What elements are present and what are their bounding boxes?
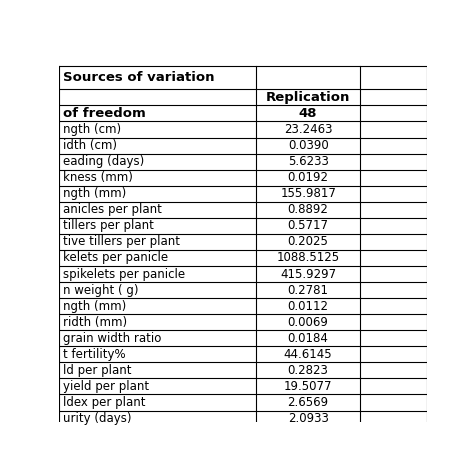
Text: ngth (mm): ngth (mm) xyxy=(63,300,126,313)
Text: 2.6569: 2.6569 xyxy=(288,396,328,409)
Text: t fertility%: t fertility% xyxy=(63,348,126,361)
Text: 2.0933: 2.0933 xyxy=(288,412,328,425)
Text: spikelets per panicle: spikelets per panicle xyxy=(63,267,185,281)
Text: 0.5717: 0.5717 xyxy=(288,219,328,232)
Text: 0.0069: 0.0069 xyxy=(288,316,328,329)
Text: 5.6233: 5.6233 xyxy=(288,155,328,168)
Text: 0.2823: 0.2823 xyxy=(288,364,328,377)
Text: urity (days): urity (days) xyxy=(63,412,131,425)
Text: 415.9297: 415.9297 xyxy=(280,267,336,281)
Text: kness (mm): kness (mm) xyxy=(63,171,133,184)
Text: yield per plant: yield per plant xyxy=(63,380,149,393)
Text: Sources of variation: Sources of variation xyxy=(63,71,214,84)
Text: Replication: Replication xyxy=(266,91,350,104)
Text: 0.2781: 0.2781 xyxy=(288,283,328,297)
Text: tive tillers per plant: tive tillers per plant xyxy=(63,236,180,248)
Text: 0.0192: 0.0192 xyxy=(288,171,328,184)
Text: 0.0390: 0.0390 xyxy=(288,139,328,152)
Text: idth (cm): idth (cm) xyxy=(63,139,117,152)
Text: 0.0112: 0.0112 xyxy=(288,300,328,313)
Text: ridth (mm): ridth (mm) xyxy=(63,316,127,329)
Text: of freedom: of freedom xyxy=(63,107,146,120)
Text: grain width ratio: grain width ratio xyxy=(63,332,161,345)
Text: anicles per plant: anicles per plant xyxy=(63,203,162,216)
Text: 0.2025: 0.2025 xyxy=(288,236,328,248)
Text: ld per plant: ld per plant xyxy=(63,364,131,377)
Text: ldex per plant: ldex per plant xyxy=(63,396,146,409)
Text: ngth (cm): ngth (cm) xyxy=(63,123,121,136)
Text: 0.8892: 0.8892 xyxy=(288,203,328,216)
Text: tillers per plant: tillers per plant xyxy=(63,219,154,232)
Text: 0.0184: 0.0184 xyxy=(288,332,328,345)
Text: ngth (mm): ngth (mm) xyxy=(63,187,126,200)
Text: eading (days): eading (days) xyxy=(63,155,144,168)
Text: 48: 48 xyxy=(299,107,318,120)
Text: 19.5077: 19.5077 xyxy=(284,380,332,393)
Text: n weight ( g): n weight ( g) xyxy=(63,283,138,297)
Text: 44.6145: 44.6145 xyxy=(284,348,332,361)
Text: 155.9817: 155.9817 xyxy=(280,187,336,200)
Text: 23.2463: 23.2463 xyxy=(284,123,332,136)
Text: kelets per panicle: kelets per panicle xyxy=(63,252,168,264)
Text: 1088.5125: 1088.5125 xyxy=(276,252,340,264)
